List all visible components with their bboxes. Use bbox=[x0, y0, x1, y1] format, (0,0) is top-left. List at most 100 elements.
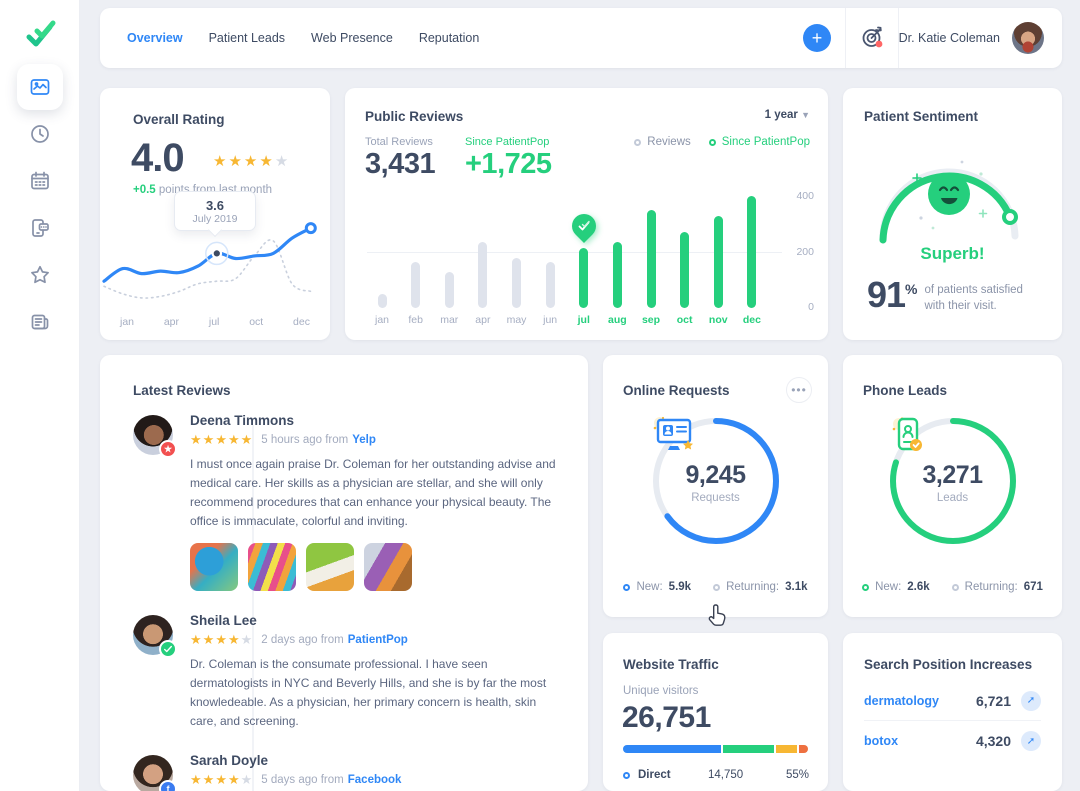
rating-value: 4.0 bbox=[131, 136, 185, 180]
chevron-down-icon: ▼ bbox=[801, 110, 810, 120]
requests-label: Requests bbox=[691, 491, 740, 504]
ring-icon bbox=[862, 583, 870, 591]
review-text: Dr. Coleman is the consumate professiona… bbox=[190, 656, 547, 728]
reviewer-avatar: ★ bbox=[133, 415, 177, 458]
add-button[interactable]: + bbox=[803, 24, 831, 52]
star-icon: ★ bbox=[274, 153, 291, 170]
rating-x-labels: jan apr jul oct dec bbox=[120, 316, 310, 328]
bar-label: mar bbox=[440, 314, 459, 326]
bar-aug[interactable] bbox=[602, 196, 632, 308]
clinic-photo-4[interactable] bbox=[364, 542, 412, 591]
sidebar-item-reviews[interactable] bbox=[17, 252, 63, 298]
review-stars: ★★★★★ bbox=[190, 772, 253, 788]
card-title: Phone Leads bbox=[863, 383, 948, 398]
sidebar-item-news[interactable] bbox=[17, 299, 63, 345]
review-source-link[interactable]: PatientPop bbox=[347, 633, 408, 646]
review-photos bbox=[190, 542, 563, 591]
star-icon: ★ bbox=[227, 631, 241, 647]
x-label: apr bbox=[163, 316, 180, 328]
review-time: 2 days ago from bbox=[261, 633, 344, 646]
card-title: Latest Reviews bbox=[133, 383, 231, 398]
star-icon: ★ bbox=[240, 771, 254, 787]
sentiment-stat: 91% of patients satisfied with their visi… bbox=[867, 274, 1023, 315]
overall-rating-card: Overall Rating 4.0 ★★★★★ +0.5 points fro… bbox=[100, 88, 330, 340]
star-icon: ★ bbox=[202, 631, 216, 647]
rating-stars: ★★★★★ bbox=[213, 152, 290, 170]
legend-ring-icon bbox=[708, 138, 716, 146]
tab-web-presence[interactable]: Web Presence bbox=[311, 31, 393, 45]
search-row-botox: botox 4,320 ➚ bbox=[864, 721, 1041, 761]
sidebar-item-calendar[interactable] bbox=[17, 158, 63, 204]
tab-reputation[interactable]: Reputation bbox=[418, 31, 480, 45]
tab-patient-leads[interactable]: Patient Leads bbox=[208, 31, 286, 45]
bar-dec[interactable] bbox=[737, 196, 767, 308]
search-term-link[interactable]: dermatology bbox=[864, 693, 940, 708]
legend-item-reviews[interactable]: Reviews bbox=[634, 136, 691, 148]
star-icon: ★ bbox=[240, 631, 254, 647]
search-term-link[interactable]: botox bbox=[864, 734, 899, 748]
ring-icon bbox=[713, 583, 721, 591]
review-source-link[interactable]: Facebook bbox=[347, 773, 402, 786]
sidebar-item-dashboard[interactable] bbox=[17, 64, 63, 110]
ring-icon bbox=[951, 583, 959, 591]
bar-label: dec bbox=[742, 314, 761, 326]
bar-jul[interactable] bbox=[566, 196, 601, 308]
tab-overview[interactable]: Overview bbox=[127, 31, 183, 45]
y-tick: 0 bbox=[808, 301, 814, 313]
divider bbox=[845, 8, 846, 68]
traffic-segment-seg-4 bbox=[799, 745, 808, 753]
traffic-segment-seg-3 bbox=[775, 745, 798, 753]
sidebar-item-history[interactable] bbox=[17, 111, 63, 157]
bar-sep[interactable] bbox=[636, 196, 666, 308]
search-positions-card: Search Position Increases dermatology 6,… bbox=[843, 633, 1062, 791]
patientpop-badge-icon bbox=[159, 639, 177, 658]
bar-jun[interactable] bbox=[535, 196, 565, 308]
online-request-monitor-icon bbox=[653, 416, 693, 450]
requests-breakdown: New: 5.9k Returning: 3.1k bbox=[603, 581, 828, 593]
patientpop-logo[interactable] bbox=[20, 16, 60, 56]
nav-tabs: Overview Patient Leads Web Presence Reputat… bbox=[127, 8, 479, 68]
y-tick: 400 bbox=[796, 190, 814, 202]
star-icon: ★ bbox=[215, 432, 228, 447]
gridline bbox=[367, 252, 782, 253]
target-icon[interactable] bbox=[858, 23, 888, 53]
user-menu[interactable]: Dr. Katie Coleman bbox=[899, 8, 1044, 68]
bar-label: aug bbox=[608, 314, 627, 326]
public-reviews-card: Public Reviews 1 year ▼ Total Reviews 3,… bbox=[345, 88, 828, 340]
review-source-link[interactable]: Yelp bbox=[352, 434, 376, 446]
increase-arrow-icon[interactable]: ➚ bbox=[1021, 690, 1041, 711]
traffic-stacked-bar bbox=[623, 745, 808, 753]
cursor-pointer bbox=[708, 604, 726, 626]
star-icon: ★ bbox=[190, 631, 203, 647]
reviewer-avatar bbox=[133, 614, 177, 658]
smiley-face-icon bbox=[928, 173, 970, 215]
leads-breakdown: New: 2.6k Returning: 671 bbox=[843, 581, 1062, 593]
unique-visitors-value: 26,751 bbox=[622, 701, 711, 734]
more-options-icon[interactable]: ••• bbox=[786, 377, 812, 403]
clinic-photo-3[interactable] bbox=[306, 542, 354, 591]
bar-label: jul bbox=[577, 314, 590, 326]
period-dropdown[interactable]: 1 year ▼ bbox=[764, 109, 810, 121]
bar-oct[interactable] bbox=[670, 196, 700, 308]
search-row-dermatology: dermatology 6,721 ➚ bbox=[864, 681, 1041, 721]
star-icon: ★ bbox=[215, 771, 228, 787]
ring-icon bbox=[623, 771, 630, 779]
facebook-badge-icon: f bbox=[159, 779, 177, 791]
sidebar-item-messages[interactable] bbox=[17, 205, 63, 251]
bar-feb[interactable] bbox=[401, 196, 431, 308]
card-title: Public Reviews bbox=[365, 109, 464, 124]
bar-nov[interactable] bbox=[703, 196, 733, 308]
bar-label: nov bbox=[708, 314, 728, 326]
legend-item-since-patientpop[interactable]: Since PatientPop bbox=[708, 136, 810, 148]
reviews-bar-chart[interactable]: jan feb mar apr may jun jul aug sep oct nov dec bbox=[367, 196, 782, 326]
bar-mar[interactable] bbox=[434, 196, 464, 308]
bar-jan[interactable] bbox=[367, 196, 397, 308]
card-title: Search Position Increases bbox=[864, 657, 1033, 672]
increase-arrow-icon[interactable]: ➚ bbox=[1021, 731, 1041, 751]
star-icon: ★ bbox=[240, 432, 254, 447]
clinic-photo-2[interactable] bbox=[248, 542, 296, 591]
rating-line-chart[interactable] bbox=[100, 196, 330, 314]
bar-apr[interactable] bbox=[468, 196, 498, 308]
bar-may[interactable] bbox=[502, 196, 532, 308]
clinic-photo-1[interactable] bbox=[190, 542, 238, 591]
